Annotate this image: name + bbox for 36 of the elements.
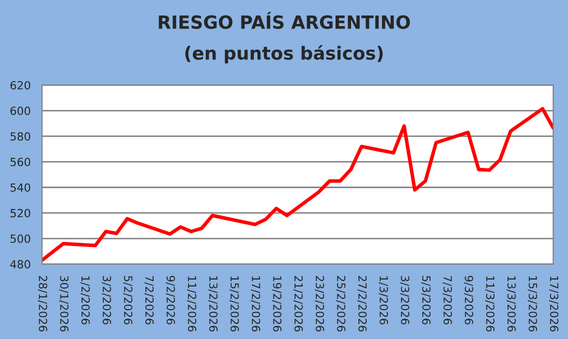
x-tick-label: 5/3/2026 bbox=[421, 276, 431, 324]
line-series bbox=[42, 107, 554, 262]
x-tick-label: 1/3/2026 bbox=[378, 276, 388, 324]
y-tick-label: 600 bbox=[10, 106, 30, 116]
x-tick-label: 3/2/2026 bbox=[102, 276, 112, 324]
y-tick-label: 580 bbox=[10, 132, 30, 141]
x-tick-label: 3/3/2026 bbox=[400, 276, 410, 324]
x-tick-label: 28/1/2026 bbox=[38, 276, 48, 332]
x-tick-label: 9/2/2026 bbox=[166, 276, 176, 324]
x-tick-label: 17/3/2026 bbox=[549, 276, 558, 332]
x-tick-label: 7/3/2026 bbox=[442, 276, 452, 324]
y-tick-label: 540 bbox=[10, 183, 30, 192]
x-tick-label: 7/2/2026 bbox=[144, 276, 154, 324]
x-tick-label: 27/2/2026 bbox=[357, 276, 367, 332]
x-tick-label: 11/2/2026 bbox=[187, 276, 196, 332]
x-tick-label: 1/2/2026 bbox=[80, 276, 90, 324]
x-tick-label: 11/3/2026 bbox=[485, 276, 495, 332]
x-tick-label: 23/2/2026 bbox=[314, 276, 324, 332]
x-tick-label: 9/3/2026 bbox=[464, 276, 474, 324]
x-tick-label: 13/3/2026 bbox=[506, 276, 516, 332]
x-tick-label: 5/2/2026 bbox=[123, 276, 132, 324]
x-tick-label: 21/2/2026 bbox=[294, 276, 303, 332]
x-tick-label: 30/1/2026 bbox=[59, 276, 69, 332]
y-tick-label: 480 bbox=[10, 260, 30, 268]
x-tick-label: 13/2/2026 bbox=[208, 276, 218, 332]
y-tick-label: 620 bbox=[10, 81, 30, 90]
x-tick-label: 15/3/2026 bbox=[528, 276, 538, 332]
x-tick-label: 17/2/2026 bbox=[250, 276, 260, 332]
x-tick-label: 15/2/2026 bbox=[230, 276, 239, 332]
y-tick-label: 560 bbox=[10, 158, 30, 166]
chart-subtitle: (en puntos básicos) bbox=[185, 45, 383, 64]
x-tick-label: 25/2/2026 bbox=[336, 276, 346, 332]
x-tick-label: 19/2/2026 bbox=[272, 276, 282, 332]
y-tick-label: 520 bbox=[10, 208, 30, 218]
y-tick-label: 500 bbox=[10, 234, 30, 243]
chart-title: RIESGO PAÍS ARGENTINO bbox=[158, 12, 410, 29]
